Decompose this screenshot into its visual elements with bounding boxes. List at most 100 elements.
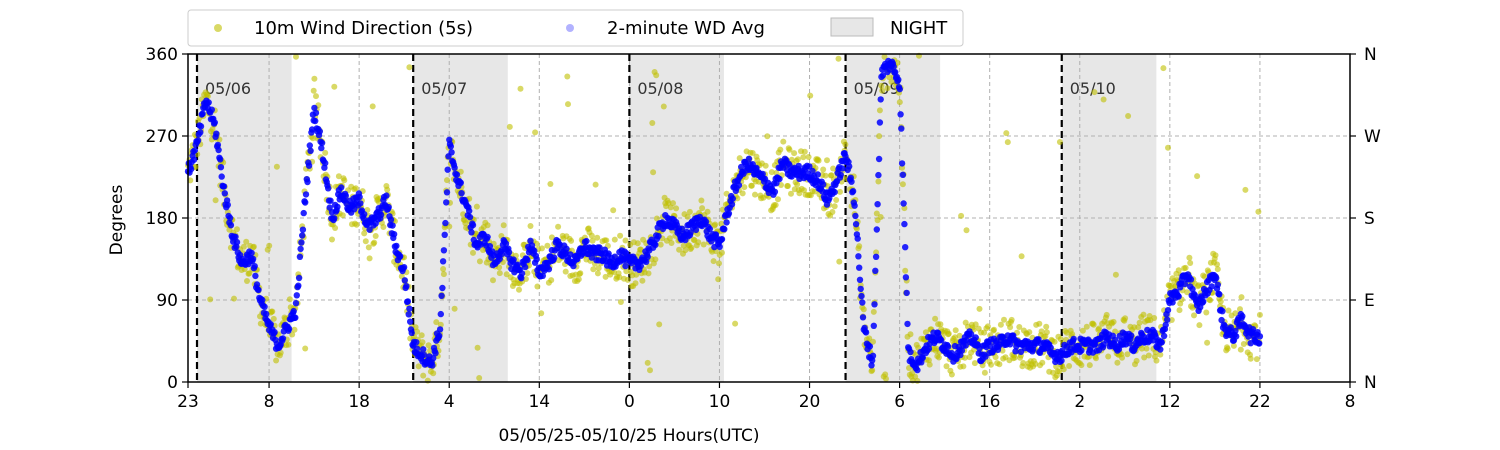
data-point — [976, 305, 983, 312]
data-point — [688, 244, 695, 251]
data-point — [311, 75, 318, 82]
data-point — [1011, 354, 1018, 361]
y-right-tick-label: W — [1364, 127, 1381, 147]
data-point — [679, 225, 686, 232]
data-point — [290, 307, 297, 315]
data-point — [712, 221, 719, 228]
data-point — [815, 157, 822, 164]
data-point — [660, 103, 667, 110]
data-point — [907, 331, 914, 338]
axis-ticks-layer: 0 N 90 E 180 S 270 W 360 N 23 8 18 4 14 0 10 20 6 16 2 12 22 8 — [146, 45, 1381, 412]
data-point — [616, 274, 623, 281]
data-point — [857, 285, 864, 293]
data-point — [248, 249, 255, 257]
data-point — [1066, 363, 1073, 369]
data-point — [430, 370, 437, 377]
data-point — [232, 233, 239, 240]
data-point — [1093, 355, 1099, 362]
data-point — [877, 96, 884, 103]
legend-label-wd-avg: 2-minute WD Avg — [607, 18, 765, 39]
data-point — [988, 361, 994, 368]
data-point — [869, 352, 877, 359]
data-point — [997, 321, 1004, 328]
data-point — [836, 258, 843, 265]
data-point — [441, 231, 448, 238]
data-point — [879, 87, 886, 94]
data-point — [442, 219, 449, 227]
data-point — [518, 270, 526, 277]
x-tick-label: 22 — [1249, 392, 1271, 412]
data-point — [575, 276, 582, 283]
data-point — [645, 270, 652, 277]
data-point — [215, 146, 222, 154]
legend: 10m Wind Direction (5s) 2-minute WD Avg … — [187, 9, 964, 47]
y-right-tick-label: N — [1364, 45, 1377, 65]
data-point — [668, 240, 675, 246]
data-point — [1100, 96, 1107, 103]
data-point — [1145, 352, 1152, 359]
data-point — [786, 146, 793, 153]
data-point — [474, 344, 481, 351]
data-point — [1232, 327, 1239, 335]
data-point — [1256, 311, 1263, 318]
data-point — [869, 367, 876, 374]
data-point — [1070, 335, 1077, 343]
data-point — [292, 300, 300, 307]
data-point — [652, 241, 659, 248]
data-point — [824, 157, 830, 164]
data-point — [414, 328, 421, 335]
y-tick-label: 360 — [146, 45, 178, 65]
data-point — [831, 203, 838, 210]
data-point — [699, 205, 706, 212]
data-point — [532, 129, 539, 136]
data-point — [862, 329, 870, 336]
data-point — [903, 289, 910, 297]
data-point — [538, 310, 545, 317]
legend-marker-wd-avg — [566, 24, 574, 32]
x-tick-label: 2 — [1074, 392, 1085, 412]
data-point — [907, 348, 914, 356]
data-point — [1143, 345, 1150, 352]
data-point — [279, 335, 287, 342]
day-markers-layer: 05/06 05/07 05/08 05/09 05/10 — [195, 54, 1116, 382]
data-point — [1091, 89, 1098, 96]
data-point — [448, 149, 455, 156]
data-point — [469, 221, 477, 229]
data-point — [380, 224, 387, 230]
data-point — [197, 129, 204, 136]
data-point — [1112, 271, 1119, 278]
data-point — [1160, 332, 1168, 340]
data-point — [1225, 307, 1232, 314]
data-point — [961, 354, 968, 361]
data-point — [875, 171, 882, 179]
data-point — [1158, 339, 1166, 346]
data-point — [898, 160, 906, 167]
data-point — [611, 269, 617, 276]
data-point — [252, 272, 259, 280]
data-point — [570, 262, 577, 270]
data-point — [302, 199, 309, 206]
data-point — [653, 215, 660, 222]
data-point — [208, 106, 215, 113]
data-point — [1103, 311, 1110, 318]
data-point — [881, 53, 888, 60]
data-point — [496, 255, 503, 263]
data-point — [191, 147, 199, 154]
data-point — [728, 201, 736, 208]
data-point — [407, 318, 414, 325]
data-point — [548, 277, 555, 284]
data-point — [220, 183, 228, 190]
data-point — [596, 244, 603, 251]
data-point — [721, 226, 728, 233]
data-point — [257, 320, 264, 327]
data-point — [1140, 311, 1147, 318]
data-point — [856, 264, 863, 271]
data-point — [655, 232, 662, 240]
data-point — [466, 207, 473, 215]
data-point — [956, 332, 963, 339]
data-point — [498, 250, 506, 258]
y-tick-label: 270 — [146, 127, 178, 147]
data-point — [846, 163, 853, 170]
data-point — [555, 223, 562, 230]
